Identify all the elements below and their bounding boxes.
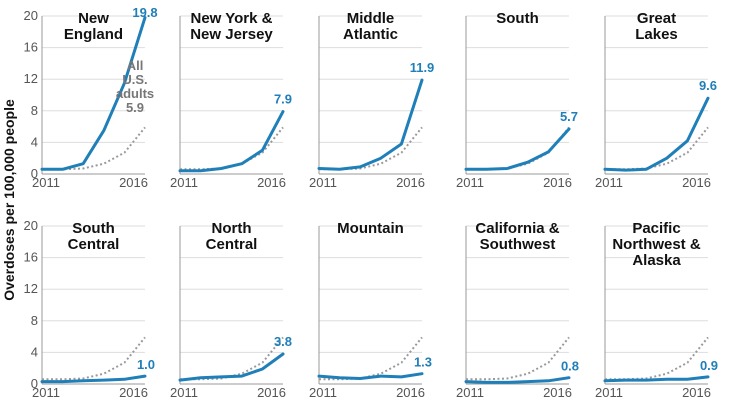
x-tick-label: 2016 bbox=[257, 385, 286, 400]
panel-title: Alaska bbox=[632, 252, 681, 269]
region-line bbox=[464, 127, 571, 171]
x-tick-label: 2011 bbox=[595, 175, 623, 190]
x-tick-label: 2016 bbox=[682, 175, 711, 190]
panel-title: South bbox=[496, 10, 539, 27]
end-value-label: 1.0 bbox=[137, 357, 155, 372]
us-adults-line bbox=[319, 126, 423, 171]
panel-title: Middle bbox=[347, 10, 395, 27]
panel-title: Mountain bbox=[337, 220, 404, 237]
us-adults-label: U.S. bbox=[122, 72, 147, 87]
x-tick-label: 2016 bbox=[119, 385, 148, 400]
panel-8: 2011 2016 California &Southwest 0.8 bbox=[456, 220, 579, 400]
us-adults-line bbox=[42, 336, 146, 381]
panel-title: North bbox=[212, 220, 252, 237]
x-tick-label: 2016 bbox=[257, 175, 286, 190]
panel-title: Great bbox=[637, 10, 676, 27]
panel-title: Lakes bbox=[635, 26, 678, 43]
us-adults-line bbox=[319, 336, 423, 381]
us-adults-label: All bbox=[127, 58, 144, 73]
us-adults-line bbox=[605, 336, 709, 381]
x-tick-label: 2011 bbox=[170, 385, 198, 400]
x-tick-label: 2016 bbox=[543, 385, 572, 400]
x-tick-label: 2011 bbox=[170, 175, 198, 190]
end-value-label: 0.9 bbox=[700, 358, 718, 373]
region-line bbox=[603, 375, 710, 383]
y-tick-label: 20 bbox=[24, 218, 38, 233]
end-value-label: 9.6 bbox=[699, 78, 717, 93]
panel-title: California & bbox=[475, 220, 559, 237]
panel-title: England bbox=[64, 26, 123, 43]
y-tick-label: 20 bbox=[24, 8, 38, 23]
x-tick-label: 2011 bbox=[32, 385, 60, 400]
panel-title: New Jersey bbox=[190, 26, 273, 43]
region-line bbox=[464, 376, 571, 384]
us-adults-label: adults bbox=[116, 86, 154, 101]
y-axis-title: Overdoses per 100,000 people bbox=[1, 99, 17, 301]
us-adults-line bbox=[605, 126, 709, 171]
end-value-label: 3.8 bbox=[274, 334, 292, 349]
y-tick-label: 16 bbox=[24, 40, 38, 55]
panel-title: Atlantic bbox=[343, 26, 398, 43]
panel-title: South bbox=[72, 220, 115, 237]
y-tick-label: 0 bbox=[31, 376, 38, 391]
end-value-label: 11.9 bbox=[410, 60, 435, 75]
x-tick-label: 2016 bbox=[396, 385, 425, 400]
x-tick-label: 2016 bbox=[119, 175, 148, 190]
x-tick-label: 2011 bbox=[456, 175, 484, 190]
panel-1: 2011 2016 New York &New Jersey 7.9 bbox=[170, 10, 292, 190]
x-tick-label: 2016 bbox=[396, 175, 425, 190]
region-line bbox=[178, 110, 285, 173]
end-value-label: 1.3 bbox=[414, 355, 432, 370]
end-value-label: 5.7 bbox=[560, 109, 578, 124]
us-adults-line bbox=[180, 126, 284, 171]
panel-3: 2011 2016 South 5.7 bbox=[456, 10, 578, 190]
us-adults-line bbox=[466, 336, 570, 381]
y-tick-label: 4 bbox=[31, 134, 38, 149]
region-line bbox=[603, 96, 710, 172]
x-tick-label: 2011 bbox=[595, 385, 623, 400]
y-tick-label: 12 bbox=[24, 71, 38, 86]
x-tick-label: 2016 bbox=[543, 175, 572, 190]
us-adults-line bbox=[180, 336, 284, 381]
panel-title: Northwest & bbox=[612, 236, 701, 253]
y-tick-label: 8 bbox=[31, 103, 38, 118]
us-adults-line bbox=[42, 126, 146, 171]
panel-title: Central bbox=[68, 236, 120, 253]
y-tick-label: 12 bbox=[24, 281, 38, 296]
panel-7: 2011 2016 Mountain 1.3 bbox=[309, 220, 432, 400]
panel-title: Southwest bbox=[480, 236, 556, 253]
x-tick-label: 2011 bbox=[309, 175, 337, 190]
x-tick-label: 2011 bbox=[309, 385, 337, 400]
y-tick-label: 4 bbox=[31, 344, 38, 359]
y-tick-label: 8 bbox=[31, 313, 38, 328]
y-tick-label: 16 bbox=[24, 250, 38, 265]
region-line bbox=[40, 374, 147, 384]
x-tick-label: 2016 bbox=[682, 385, 711, 400]
panel-title: New bbox=[78, 10, 109, 27]
panel-title: New York & bbox=[191, 10, 273, 27]
end-value-label: 19.8 bbox=[132, 5, 157, 20]
region-line bbox=[40, 16, 147, 171]
x-tick-label: 2011 bbox=[456, 385, 484, 400]
y-tick-label: 0 bbox=[31, 166, 38, 181]
panel-title: Pacific bbox=[632, 220, 680, 237]
region-line bbox=[317, 78, 424, 171]
us-adults-value-label: 5.9 bbox=[126, 100, 144, 115]
region-line bbox=[178, 352, 285, 382]
panel-title: Central bbox=[206, 236, 258, 253]
region-line bbox=[317, 372, 424, 380]
x-tick-label: 2011 bbox=[32, 175, 60, 190]
end-value-label: 7.9 bbox=[274, 92, 292, 107]
end-value-label: 0.8 bbox=[561, 359, 579, 374]
